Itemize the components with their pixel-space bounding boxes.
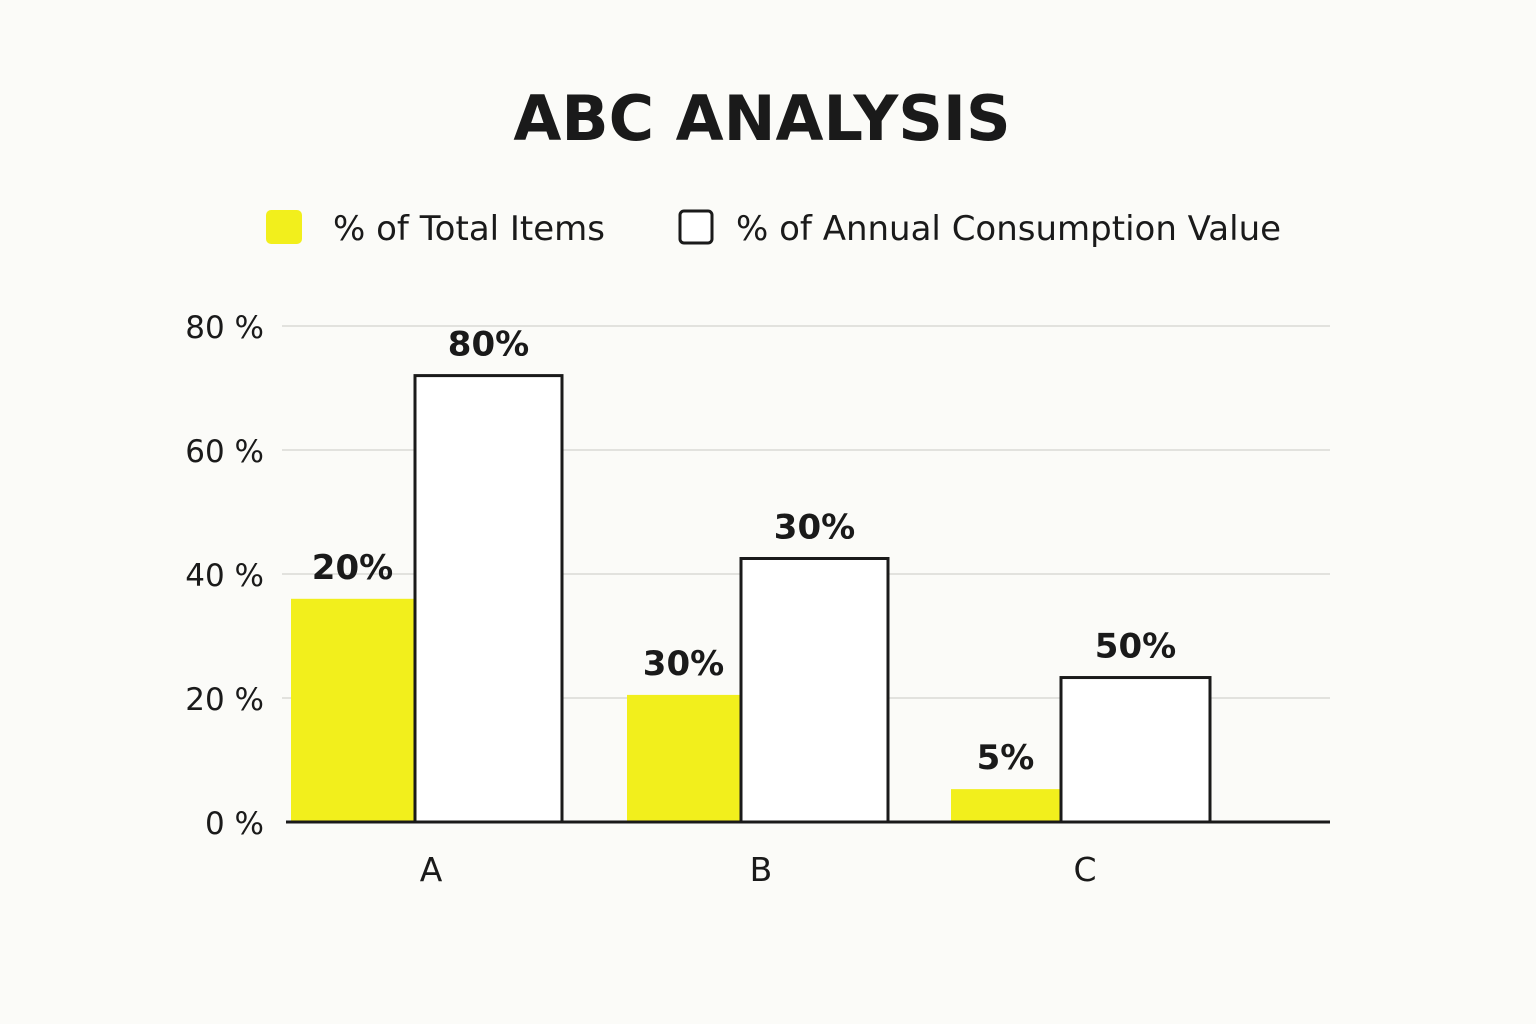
value-label-c-series-1: 5%: [977, 738, 1035, 778]
legend: % of Total Items % of Annual Consumption…: [266, 209, 1281, 249]
chart-title: ABC ANALYSIS: [513, 82, 1010, 155]
x-category-label-b: B: [750, 850, 773, 889]
legend-swatch-annual-consumption: [678, 209, 714, 245]
value-label-b-series-1: 30%: [643, 644, 724, 684]
legend-swatch-total-items: [266, 210, 302, 244]
bar-c-series-1: [951, 789, 1060, 822]
value-label-c-series-2: 50%: [1095, 627, 1176, 667]
bar-c-series-2: [1059, 676, 1212, 824]
bar-a-series-1: [291, 598, 414, 822]
y-tick-label: 0 %: [205, 806, 264, 842]
bar-a-series-2: [413, 374, 564, 824]
y-axis: 0 % 20 % 40 % 60 % 80 %: [185, 310, 264, 842]
value-labels: 20% 80% 30% 30% 5% 50%: [312, 325, 1176, 779]
y-tick-label: 60 %: [185, 434, 264, 470]
y-tick-label: 20 %: [185, 682, 264, 718]
x-axis: A B C: [286, 820, 1330, 889]
value-label-b-series-2: 30%: [774, 508, 855, 548]
bar-b-series-1: [627, 694, 740, 822]
value-label-a-series-1: 20%: [312, 548, 393, 588]
x-category-label-c: C: [1073, 850, 1096, 889]
y-tick-label: 40 %: [185, 558, 264, 594]
bar-b-series-2: [739, 557, 890, 824]
x-category-label-a: A: [420, 850, 443, 889]
bars: [291, 374, 1212, 824]
legend-label-annual-consumption: % of Annual Consumption Value: [736, 209, 1281, 249]
value-label-a-series-2: 80%: [448, 325, 529, 365]
y-tick-label: 80 %: [185, 310, 264, 346]
legend-label-total-items: % of Total Items: [333, 209, 605, 249]
